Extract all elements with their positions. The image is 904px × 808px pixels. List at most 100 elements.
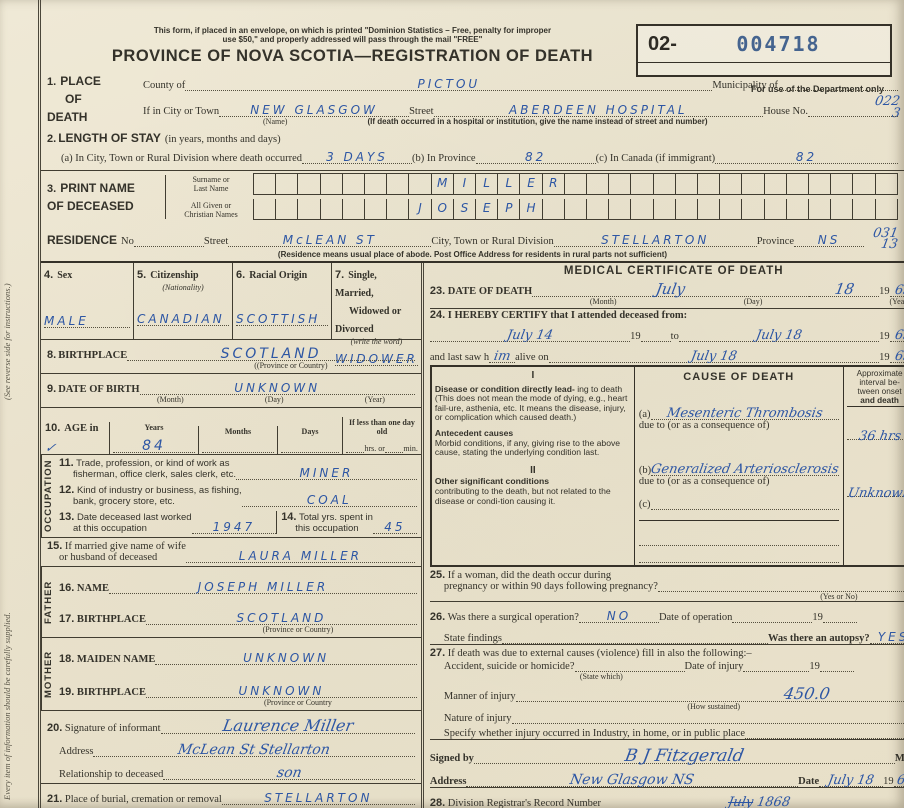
cause-b-value: Generalized Arteriosclerosis	[649, 462, 840, 477]
code-3: 3	[890, 106, 902, 121]
industry-field: COAL	[241, 488, 417, 507]
residence-city-label: City, Town or Rural Division	[431, 236, 554, 247]
residence-label: RESIDENCE	[47, 233, 118, 247]
marital-status-value: WIDOWER	[335, 352, 418, 366]
operation-value: NO	[606, 609, 632, 623]
letter-cell	[808, 199, 830, 219]
cause-c-field	[650, 509, 839, 510]
stay-c-value: 82	[795, 150, 818, 164]
father-group: FATHER 16. NAME JOSEPH MILLER 17. BIRTHP…	[41, 566, 421, 637]
section-print-name: 3. PRINT NAME OF DECEASED Surname or Last …	[41, 171, 904, 223]
birthplace-value: SCOTLAND	[220, 346, 322, 362]
mother-birthplace-sub: (Province or Country	[263, 698, 332, 707]
letter-cell	[386, 174, 408, 194]
sex-label: Sex	[57, 270, 73, 281]
interval-a-value: 36 hrs	[857, 429, 902, 444]
residence-street-field: McLEAN ST	[228, 228, 432, 247]
letter-cell	[253, 199, 275, 219]
print-name-label: PRINT NAME OF DECEASED	[47, 180, 135, 213]
cause-left-labels: I Disease or condition directly lead- in…	[432, 367, 635, 565]
physician-address-field: New Glasgow NS	[466, 768, 799, 788]
margin-note-top: (See reverse side for instructions.)	[2, 283, 12, 400]
row-registrar: 28. Division Registrar's Record Number J…	[429, 787, 904, 808]
item-number: 1.	[47, 76, 57, 88]
cause-of-death-box: I Disease or condition directly lead- in…	[429, 365, 904, 567]
occupation-group-label: OCCUPATION	[41, 455, 55, 537]
less-than-day-label: If less than one day old	[349, 418, 415, 436]
row-4-7: 4. Sex MALE 5. Citizenship (Nationality)…	[41, 263, 421, 366]
row-certify: 24. I HEREBY CERTIFY that I attended dec…	[429, 309, 904, 364]
age-checkmark: ✓	[43, 441, 58, 456]
racial-origin-label: Racial Origin	[249, 270, 308, 281]
letter-cell	[652, 174, 675, 194]
findings-field	[501, 643, 768, 644]
county-label: County of	[143, 80, 186, 91]
physician-signature: B J Fitzgerald	[623, 746, 746, 766]
certificate-number-stamp: 004718	[736, 32, 821, 56]
burial-place-value: STELLARTON	[264, 791, 373, 805]
spouse-value: LAURA MILLER	[238, 549, 363, 563]
last-seen-value: July 18	[689, 349, 739, 364]
attended-from-field: July 14	[429, 323, 631, 343]
letter-cell: E	[519, 174, 541, 194]
trade-value: MINER	[299, 466, 354, 480]
state-which-sub: (State which)	[579, 672, 623, 681]
nature-field	[511, 723, 904, 724]
letter-cell	[785, 174, 808, 194]
mother-group: MOTHER 18. MAIDEN NAME UNKNOWN 19. BIRTH…	[41, 637, 421, 710]
attended-to-year: 63	[894, 328, 904, 343]
letter-cell	[319, 199, 342, 219]
dod-sublabels: (Month)(Day)(Year)	[589, 297, 904, 306]
stay-b-label: (b) In Province	[412, 153, 476, 164]
letter-cell: H	[519, 199, 541, 219]
disease-label-bold: Disease or condition directly lead-	[434, 383, 575, 394]
stay-c-label: (c) In Canada (if immigrant)	[595, 153, 716, 164]
pregnancy-field	[657, 591, 904, 592]
total-years-value: 45	[384, 520, 406, 534]
attended-from-value: July 14	[505, 328, 555, 343]
medical-certificate-column: MEDICAL CERTIFICATE OF DEATH 23. DATE OF…	[420, 263, 904, 808]
physician-address-value: New Glasgow NS	[568, 772, 696, 788]
dob-sublabels: (Month) (Day) (Year)	[157, 395, 385, 404]
sex-value: MALE	[44, 314, 89, 328]
letter-cell	[830, 174, 852, 194]
manner-value: 450.0	[782, 684, 832, 703]
row-industry: 12. Kind of industry or business, as fis…	[59, 484, 417, 507]
letter-cell	[586, 174, 608, 194]
letter-cell	[586, 199, 608, 219]
death-day-field: 18	[809, 277, 880, 298]
autopsy-value: YES	[877, 630, 904, 644]
years-label: Years	[144, 423, 164, 432]
date-of-birth-label: DATE OF BIRTH	[58, 384, 140, 395]
stay-c-field: 82	[715, 145, 898, 164]
other-conditions-line2	[638, 562, 839, 563]
antecedent-label-text: Morbid conditions, if any, giving rise t…	[434, 437, 621, 458]
citizenship-sub: (Nationality)	[162, 283, 204, 292]
residence-province-value: NS	[817, 233, 841, 247]
letter-cell	[808, 174, 830, 194]
margin-note-bottom: Every item of information should be care…	[2, 612, 12, 800]
signed-date-value: July 18	[826, 773, 876, 788]
row-date-of-birth: 9. DATE OF BIRTH UNKNOWN (Month) (Day) (Ye…	[41, 373, 421, 407]
racial-origin-value: SCOTTISH	[236, 312, 321, 326]
disease-label-text: ing to death (This does not mean the mod…	[434, 383, 628, 423]
row-father-name: 16. NAME JOSEPH MILLER	[59, 575, 417, 594]
row-father-birthplace: 17. BIRTHPLACE SCOTLAND	[59, 606, 417, 625]
date-of-birth-field: UNKNOWN	[139, 376, 415, 395]
municipality-field	[778, 90, 898, 91]
death-year-value: 63	[894, 283, 904, 298]
letter-cell	[763, 199, 786, 219]
section-place-of-death: 1. PLACE OF DEATH County of PICTOU Munic…	[41, 70, 904, 129]
residence-street-label: Street	[203, 236, 229, 247]
letter-cell	[386, 199, 408, 219]
informant-address-value: McLean St Stellarton	[176, 742, 332, 758]
letter-cell: J	[408, 199, 430, 219]
letter-cell	[741, 174, 763, 194]
attended-to-value: July 18	[754, 328, 804, 343]
row-informant: 20. Signature of informant Laurence Mill…	[41, 710, 421, 783]
last-worked-value: 1947	[212, 520, 256, 534]
father-birthplace-field: SCOTLAND	[145, 606, 417, 625]
house-no-field	[808, 116, 898, 117]
street-value: ABERDEEN HOSPITAL	[509, 103, 688, 117]
other-conditions-text: contributing to the death, but not relat…	[434, 485, 611, 506]
